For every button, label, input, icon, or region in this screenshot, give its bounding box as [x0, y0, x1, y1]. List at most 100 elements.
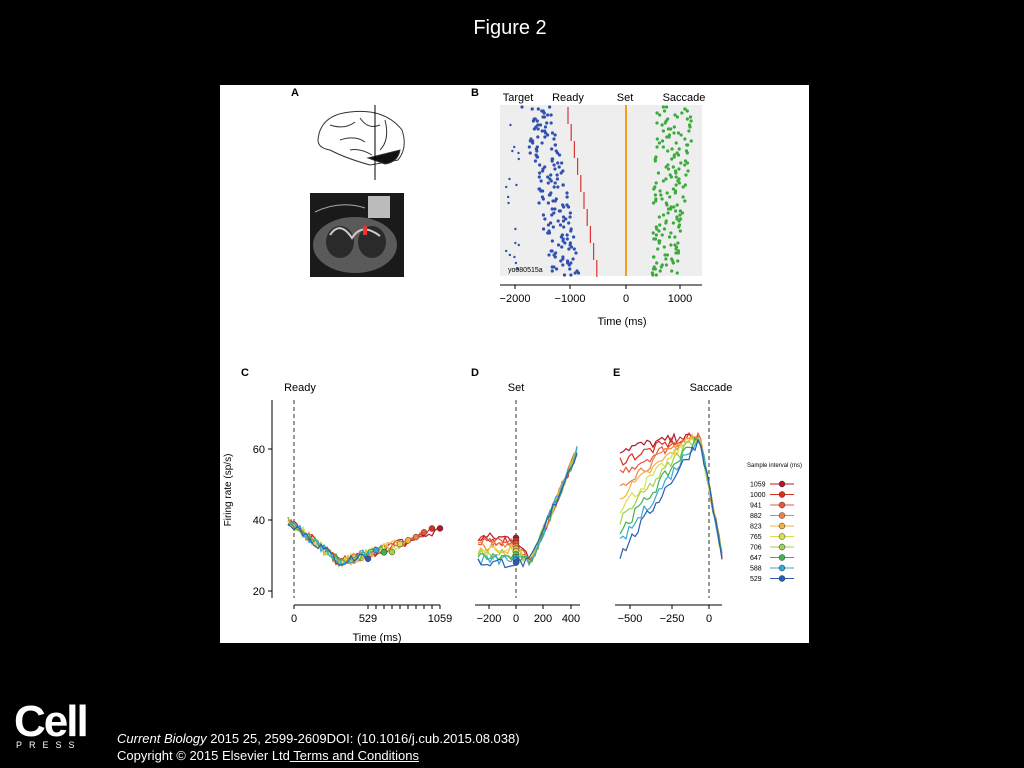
saccade-dot	[665, 135, 669, 139]
saccade-dot	[664, 105, 669, 109]
saccade-dot	[667, 235, 672, 239]
marker	[436, 525, 444, 532]
saccade-dot	[664, 221, 668, 225]
legend-label: 706	[750, 545, 762, 552]
saccade-dot	[675, 203, 679, 207]
target-dot	[559, 171, 563, 175]
target-dot	[562, 205, 566, 209]
target-dot	[546, 175, 550, 179]
target-dot	[537, 175, 541, 179]
target-dot	[553, 143, 558, 147]
legend-marker	[778, 543, 786, 551]
citation-text: 2015 25, 2599-2609DOI: (10.1016/j.cub.20…	[206, 731, 520, 746]
target-dot	[505, 185, 508, 189]
target-dot	[514, 261, 518, 265]
saccade-dot	[669, 175, 674, 179]
saccade-dot	[665, 253, 670, 257]
target-dot	[530, 107, 534, 111]
panel-label: A	[291, 87, 299, 99]
saccade-dot	[664, 257, 668, 261]
terms-link[interactable]: Terms and Conditions	[289, 748, 420, 763]
target-dot	[517, 243, 520, 247]
target-dot	[546, 113, 550, 117]
target-dot	[553, 255, 557, 259]
saccade-dot	[674, 209, 678, 213]
curve	[287, 520, 385, 568]
target-dot	[543, 217, 547, 221]
x-tick-label: 200	[534, 613, 552, 625]
target-dot	[557, 165, 561, 169]
target-dot	[550, 159, 554, 163]
x-tick-label: 400	[562, 613, 580, 625]
saccade-dot	[651, 201, 656, 205]
saccade-dot	[677, 167, 681, 171]
brain-drawing	[317, 105, 405, 180]
panel-label: C	[241, 367, 249, 379]
saccade-dot	[659, 193, 663, 197]
target-dot	[550, 147, 554, 151]
target-dot	[557, 209, 561, 213]
marker	[372, 546, 380, 554]
legend-label: 823	[750, 524, 762, 531]
target-dot	[562, 225, 566, 229]
target-dot	[549, 121, 553, 125]
target-dot	[517, 151, 520, 155]
x-tick-label: 0	[513, 613, 519, 625]
target-dot	[557, 153, 562, 157]
x-tick-label: 0	[623, 293, 629, 305]
curve	[477, 453, 578, 569]
saccade-dot	[673, 191, 677, 195]
target-dot	[546, 133, 550, 137]
saccade-dot	[683, 199, 687, 203]
curve	[477, 446, 578, 566]
target-dot	[569, 273, 573, 277]
target-dot	[508, 253, 512, 257]
target-dot	[517, 157, 520, 161]
marker	[404, 537, 412, 544]
saccade-dot	[663, 253, 667, 257]
legend-title: Sample interval (ms)	[747, 463, 802, 469]
saccade-dot	[652, 187, 656, 191]
target-dot	[528, 151, 532, 155]
target-dot	[571, 235, 576, 239]
target-dot	[542, 111, 546, 115]
legend-label: 882	[750, 513, 762, 520]
saccade-dot	[680, 111, 684, 115]
saccade-dot	[677, 181, 681, 185]
saccade-dot	[683, 137, 687, 141]
saccade-dot	[676, 251, 680, 255]
target-dot	[549, 249, 553, 253]
saccade-dot	[651, 231, 655, 235]
journal: Current Biology	[117, 731, 207, 746]
target-dot	[539, 179, 543, 183]
saccade-dot	[651, 273, 655, 277]
saccade-dot	[657, 141, 662, 145]
target-dot	[546, 223, 551, 227]
target-dot	[535, 155, 539, 159]
saccade-dot	[669, 243, 673, 247]
target-dot	[533, 159, 538, 163]
target-dot	[531, 141, 535, 145]
x-tick-label: −200	[477, 613, 502, 625]
target-dot	[556, 185, 560, 189]
saccade-dot	[676, 259, 680, 263]
target-dot	[541, 213, 546, 217]
legend-marker	[778, 480, 786, 488]
target-dot	[561, 215, 566, 219]
target-dot	[548, 193, 552, 197]
saccade-dot	[688, 125, 692, 129]
target-dot	[561, 257, 565, 261]
saccade-dot	[655, 145, 659, 149]
target-dot	[552, 137, 556, 141]
legend-label: 1000	[750, 492, 766, 499]
target-dot	[569, 229, 573, 233]
target-dot	[531, 119, 535, 123]
target-dot	[550, 265, 554, 269]
saccade-dot	[674, 183, 678, 187]
saccade-dot	[661, 105, 666, 109]
copyright: Copyright © 2015 Elsevier Ltd	[117, 748, 290, 763]
target-dot	[541, 227, 546, 231]
saccade-dot	[665, 203, 669, 207]
saccade-dot	[685, 151, 689, 155]
